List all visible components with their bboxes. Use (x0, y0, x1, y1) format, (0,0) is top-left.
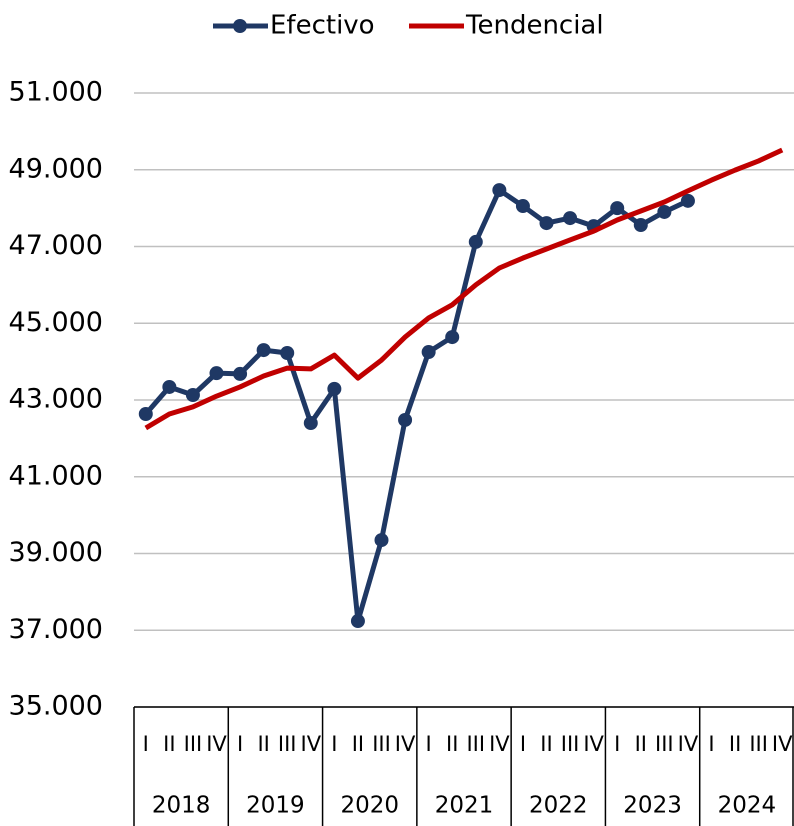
point (303, 416, 318, 431)
group-label: 2024 (718, 793, 777, 819)
series-line (143, 187, 689, 624)
group-label: 2021 (435, 793, 494, 819)
x-tick-label: III (561, 732, 580, 756)
x-tick-label: II (352, 732, 364, 756)
point (633, 218, 648, 233)
x-tick-label: III (655, 732, 674, 756)
x-tick-label: II (635, 732, 647, 756)
x-tick-label: III (184, 732, 203, 756)
point (515, 199, 530, 214)
x-tick-label: III (372, 732, 391, 756)
x-tick-label: III (466, 732, 485, 756)
point (327, 381, 342, 396)
group-label: 2022 (529, 793, 588, 819)
legend-label: Efectivo (270, 11, 375, 41)
y-tick-label: 51.000 (9, 77, 103, 108)
point (468, 234, 483, 249)
x-tick-label: I (237, 732, 243, 756)
x-tick-label: II (446, 732, 458, 756)
x-tick-label: IV (489, 732, 510, 756)
x-tick-label: II (729, 732, 741, 756)
group-label: 2023 (623, 793, 682, 819)
x-tick-label: II (540, 732, 552, 756)
point (539, 216, 554, 231)
series-line (144, 147, 784, 431)
x-tick-label: I (708, 732, 714, 756)
y-tick-label: 49.000 (9, 153, 103, 184)
point (610, 201, 625, 216)
x-tick-label: II (257, 732, 269, 756)
x-tick-label: IV (206, 732, 227, 756)
x-tick-label: III (749, 732, 768, 756)
x-tick-label: I (614, 732, 620, 756)
point (445, 330, 460, 345)
x-tick-label: I (426, 732, 432, 756)
point (162, 379, 177, 394)
legend-label: Tendencial (465, 11, 604, 41)
point (233, 366, 248, 381)
y-tick-label: 39.000 (9, 537, 103, 568)
point (350, 614, 365, 629)
point (280, 345, 295, 360)
x-tick-label: II (163, 732, 175, 756)
x-tick-label: I (520, 732, 526, 756)
x-tick-label: IV (678, 732, 699, 756)
group-label: 2018 (152, 793, 211, 819)
group-label: 2019 (246, 793, 305, 819)
x-tick-label: III (278, 732, 297, 756)
point (138, 407, 153, 422)
point (421, 345, 436, 360)
point (185, 388, 200, 403)
x-tick-label: I (331, 732, 337, 756)
y-tick-label: 35.000 (9, 691, 103, 722)
point (492, 183, 507, 198)
y-tick-label: 47.000 (9, 230, 103, 261)
point (374, 533, 389, 548)
x-tick-label: IV (583, 732, 604, 756)
x-tick-label: IV (395, 732, 416, 756)
y-tick-label: 37.000 (9, 614, 103, 645)
point (657, 204, 672, 219)
legend-marker (233, 19, 247, 33)
y-tick-label: 41.000 (9, 460, 103, 491)
x-tick-label: IV (301, 732, 322, 756)
point (398, 412, 413, 427)
point (256, 343, 271, 358)
y-tick-label: 43.000 (9, 384, 103, 415)
group-label: 2020 (340, 793, 399, 819)
x-tick-label: I (143, 732, 149, 756)
x-tick-label: IV (772, 732, 793, 756)
point (563, 211, 578, 226)
point (209, 366, 224, 381)
y-tick-label: 45.000 (9, 307, 103, 338)
point (680, 193, 695, 208)
